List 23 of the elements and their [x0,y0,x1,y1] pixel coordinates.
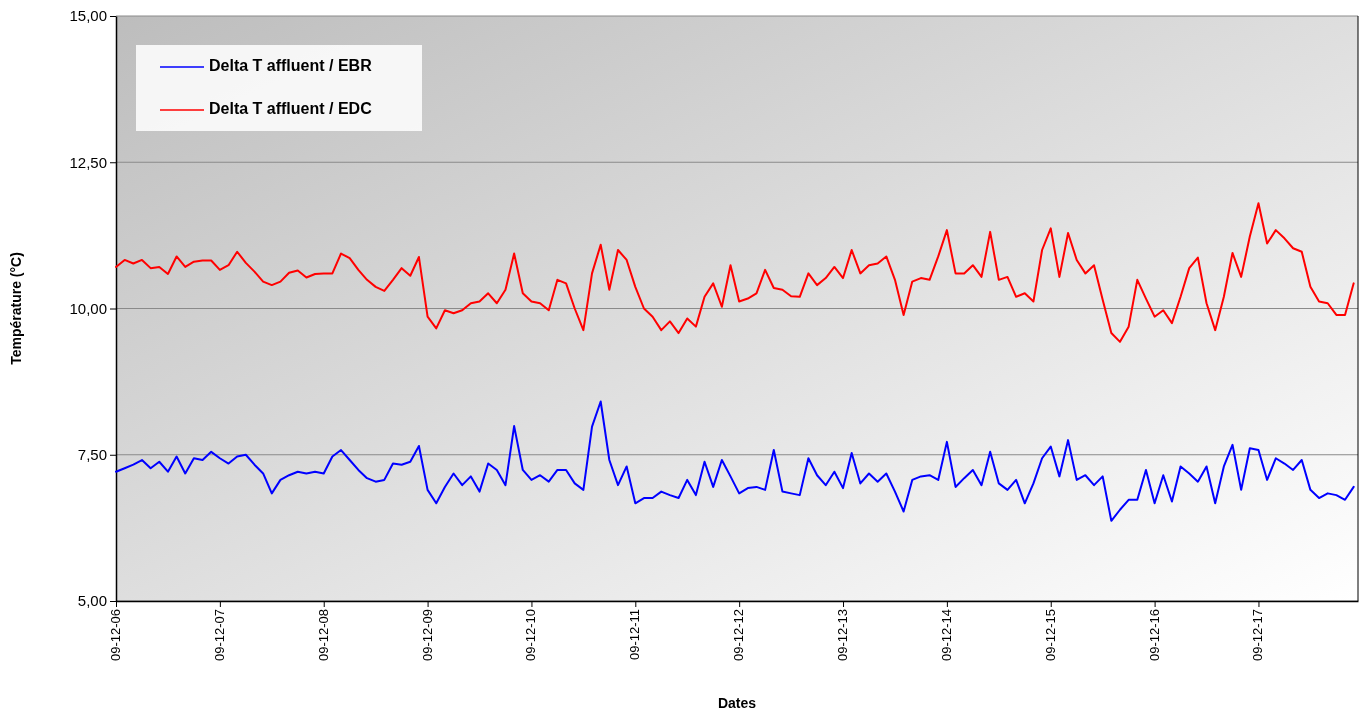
x-tick-label: 09-12-07 [211,609,227,662]
line-series [115,400,1355,522]
y-tick-label: 10,00 [69,299,107,317]
x-tick-label: 09-12-11 [627,609,643,661]
x-tick-label: 09-12-13 [834,609,850,662]
legend-label: Delta T affluent / EBR [209,57,373,75]
x-tick-label: 09-12-16 [1146,609,1162,662]
x-axis-title: Dates [717,695,757,711]
y-tick-label: 5,00 [77,592,107,610]
x-tick-label: 09-12-10 [523,609,539,662]
y-tick-label: 15,00 [69,7,107,25]
line-series [115,202,1355,343]
x-tick-label: 09-12-06 [107,609,123,662]
y-tick-label: 7,50 [77,446,107,464]
x-tick-label: 09-12-15 [1042,609,1058,662]
x-tick-label: 09-12-17 [1250,609,1266,662]
x-tick-label: 09-12-12 [731,609,747,662]
y-axis-title: Température (°C) [8,252,24,365]
x-tick-label: 09-12-09 [419,609,435,662]
y-tick-label: 12,50 [69,153,107,171]
x-tick-label: 09-12-14 [938,609,954,662]
legend-label: Delta T affluent / EDC [209,100,373,118]
x-tick-label: 09-12-08 [315,609,331,662]
